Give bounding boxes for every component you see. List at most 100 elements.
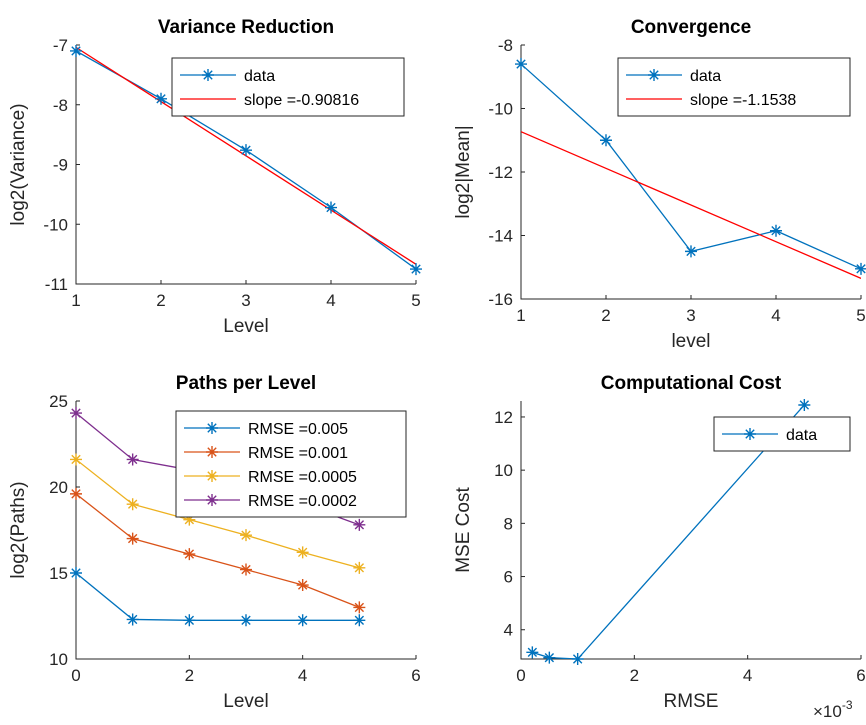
x-tick-label: 2: [156, 291, 165, 310]
y-tick-label: -7: [53, 36, 68, 55]
x-tick-label: 6: [856, 666, 865, 685]
data-point: [353, 561, 366, 574]
y-tick-label: 8: [504, 514, 513, 533]
data-point: [296, 546, 309, 559]
y-tick-label: 10: [494, 461, 513, 480]
y-tick-label: -11: [45, 275, 68, 294]
data-point: [183, 614, 196, 627]
y-tick-label: 10: [49, 650, 68, 669]
x-tick-label: 1: [71, 291, 80, 310]
legend-marker: [206, 446, 218, 458]
x-axis-label: level: [671, 331, 710, 352]
data-point: [240, 144, 252, 157]
series-line: [521, 131, 861, 279]
y-tick-label: -8: [498, 36, 513, 55]
legend-marker: [202, 69, 214, 81]
chart-title: Paths per Level: [176, 373, 316, 394]
data-point: [70, 453, 82, 466]
data-point: [296, 614, 309, 627]
x-tick-label: 4: [298, 666, 307, 685]
chart-cost: Computational Cost 0 2 4 6 4 6 8 10 12 RMSE MSE Cos…: [453, 373, 866, 721]
data-point: [600, 134, 612, 147]
y-axis-label: log2(Variance): [8, 103, 29, 225]
x-tick-label: 2: [601, 306, 610, 325]
legend-label: data: [786, 427, 817, 444]
data-point: [798, 398, 811, 411]
x-tick-label: 2: [630, 666, 639, 685]
legend-label: RMSE =0.005: [248, 421, 348, 438]
legend-marker: [648, 69, 660, 81]
legend: data slope =-1.1538: [617, 57, 851, 117]
legend-label: RMSE =0.001: [248, 445, 348, 462]
y-tick-label: 15: [49, 564, 68, 583]
y-tick-label: 20: [49, 478, 68, 497]
x-tick-label: 5: [411, 291, 420, 310]
y-tick-label: -16: [488, 290, 513, 309]
legend: data slope =-0.90816: [171, 57, 405, 117]
x-axis-label: Level: [223, 316, 268, 337]
y-tick-label: -12: [488, 163, 513, 182]
data-point: [240, 614, 252, 627]
data-point: [70, 407, 82, 420]
legend-label: RMSE =0.0005: [248, 469, 357, 486]
data-point: [685, 245, 697, 258]
x-tick-label: 4: [743, 666, 752, 685]
y-tick-label: -10: [488, 100, 513, 119]
x-tick-label: 0: [71, 666, 80, 685]
legend-marker: [744, 428, 756, 440]
legend-marker: [206, 470, 218, 482]
y-axis-label: MSE Cost: [453, 487, 474, 573]
legend-box: [617, 57, 851, 117]
data-point: [571, 653, 584, 665]
series-line: [76, 572, 360, 621]
data-point: [183, 513, 196, 526]
x-tick-label: 1: [516, 306, 525, 325]
plot-area: [532, 404, 805, 659]
legend-marker: [206, 422, 218, 434]
x-tick-label: 4: [771, 306, 780, 325]
legend-marker: [206, 494, 218, 506]
y-tick-label: 4: [504, 621, 513, 640]
data-point: [353, 518, 366, 531]
y-tick-label: -9: [53, 156, 68, 175]
legend: data: [713, 416, 851, 452]
data-point: [526, 646, 539, 659]
legend-label: slope =-0.90816: [244, 92, 359, 109]
y-tick-label: -10: [43, 215, 68, 234]
x-axis-label: RMSE: [664, 691, 719, 712]
data-point: [855, 262, 866, 275]
legend: RMSE =0.005 RMSE =0.001 RMSE =0.0005 RMSE =…: [175, 410, 407, 518]
legend-label: slope =-1.1538: [690, 92, 796, 109]
data-point: [183, 548, 196, 561]
legend-label: data: [690, 68, 721, 85]
data-point: [240, 563, 252, 576]
y-tick-label: -8: [53, 96, 68, 115]
y-tick-label: -14: [488, 227, 513, 246]
x-tick-label: 0: [516, 666, 525, 685]
chart-paths: Paths per Level 0 2 4 6 10 15 20 25 Level log2(Pat…: [8, 373, 421, 712]
x-exponent-label: ×10-3: [813, 698, 853, 721]
legend-label: data: [244, 68, 275, 85]
data-point: [126, 532, 139, 545]
data-point: [770, 224, 782, 237]
series-line: [76, 493, 360, 609]
y-tick-label: 6: [504, 568, 513, 587]
y-axis-label: log2(Paths): [8, 481, 29, 578]
series-line: [532, 404, 805, 659]
data-point: [70, 44, 82, 57]
data-point: [70, 487, 82, 500]
chart-title: Variance Reduction: [158, 17, 334, 38]
x-tick-label: 4: [326, 291, 335, 310]
data-point: [515, 58, 527, 71]
data-point: [410, 263, 422, 276]
x-tick-label: 3: [241, 291, 250, 310]
chart-title: Convergence: [631, 17, 751, 38]
y-axis-label: log2|Mean|: [453, 125, 474, 218]
chart-variance: Variance Reduction 1 2 3 4 5 -7 -8 -9 -10 -11 Level…: [8, 17, 422, 337]
chart-title: Computational Cost: [601, 373, 782, 394]
y-tick-label: 12: [494, 408, 513, 427]
data-point: [155, 92, 167, 105]
data-point: [126, 498, 139, 511]
x-tick-label: 2: [185, 666, 194, 685]
